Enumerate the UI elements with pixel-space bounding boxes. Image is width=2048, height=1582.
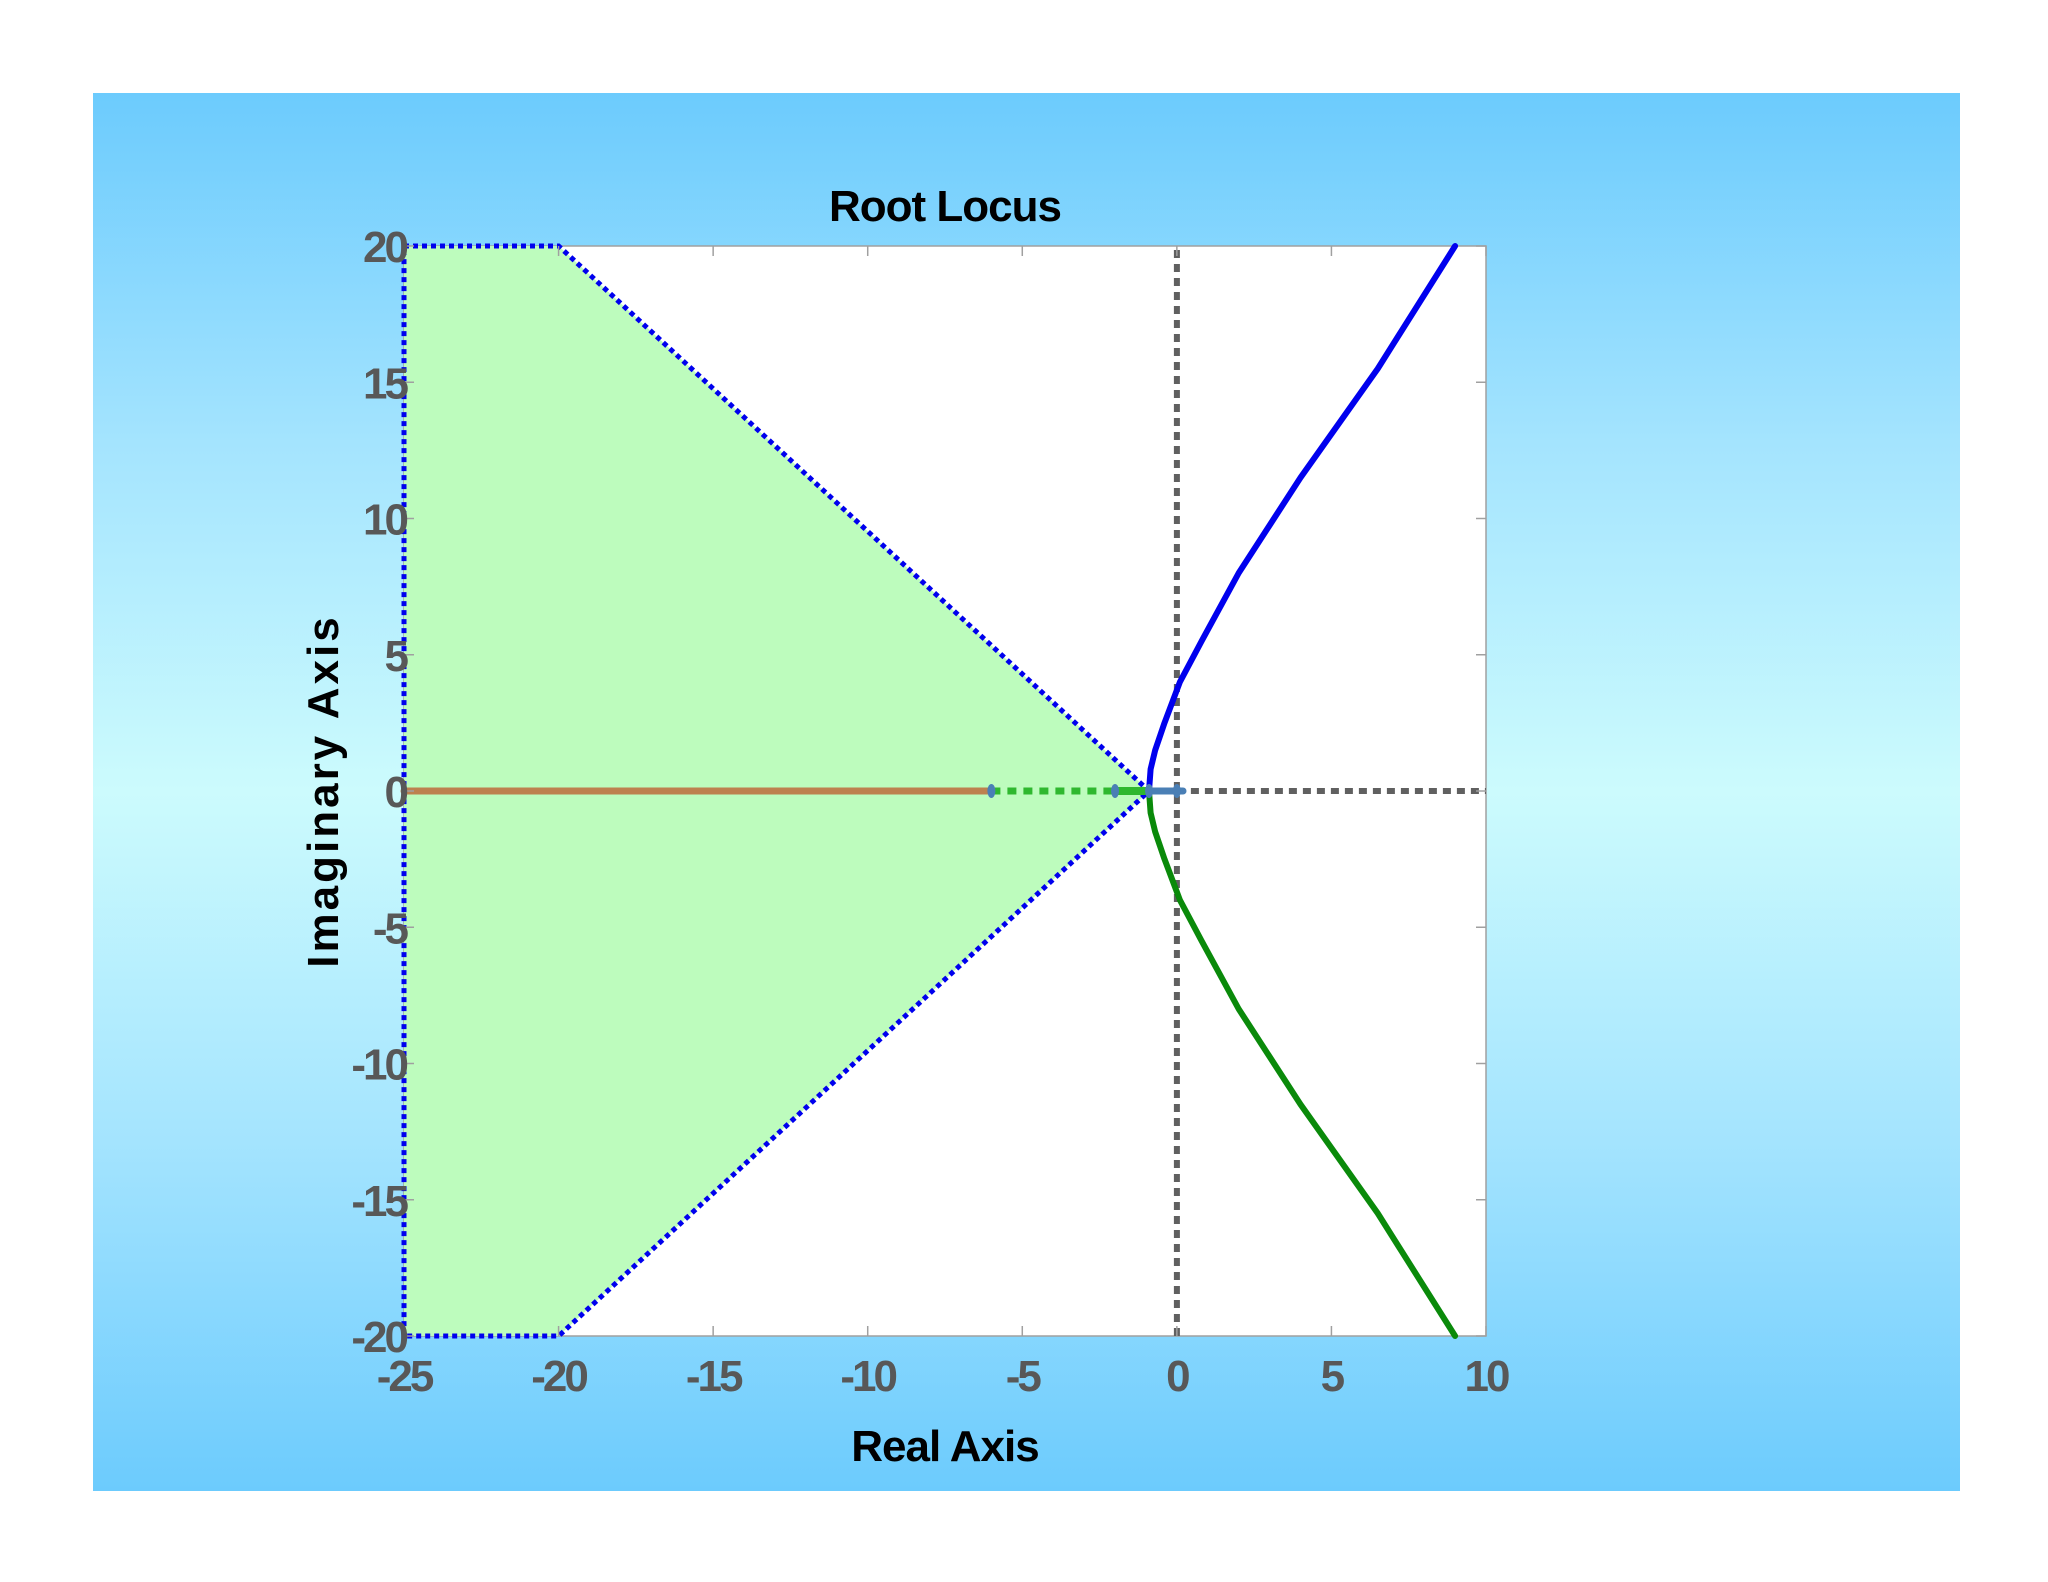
y-tick-label: -10 [351, 1041, 407, 1090]
locus-marker-3 [1172, 784, 1181, 798]
y-tick-label: -15 [351, 1177, 408, 1226]
locus-marker-0 [987, 784, 996, 798]
x-axis-label: Real Axis [851, 1422, 1038, 1471]
x-tick-label: -15 [686, 1352, 743, 1401]
x-tick-label: -10 [840, 1352, 896, 1401]
chart-title: Root Locus [829, 182, 1061, 231]
y-tick-label: 10 [363, 496, 407, 545]
figure-panel: -25 -20 -15 -10 -5 0 5 10 20 15 10 5 0 -5 -10 -15 -20 Ro… [93, 93, 1960, 1491]
locus-series-0 [1146, 243, 1459, 794]
y-tick-label: 5 [385, 632, 409, 681]
x-tick-label: 10 [1465, 1352, 1509, 1401]
locus-series-1 [1146, 788, 1459, 1339]
y-tick-label: -5 [373, 904, 409, 953]
x-tick-label: 5 [1321, 1352, 1345, 1401]
y-tick-label: 15 [363, 359, 408, 408]
y-axis-label: Imaginary Axis [299, 614, 348, 967]
x-tick-label: -5 [1006, 1352, 1042, 1401]
y-tick-label: -20 [351, 1313, 407, 1362]
locus-marker-1 [1111, 784, 1120, 798]
x-tick-label: -20 [531, 1352, 587, 1401]
y-tick-label: 0 [385, 768, 408, 817]
locus-marker-2 [1145, 784, 1154, 798]
x-tick-label: -25 [377, 1352, 434, 1401]
y-tick-label: 20 [363, 223, 407, 272]
x-tick-label: 0 [1166, 1352, 1189, 1401]
